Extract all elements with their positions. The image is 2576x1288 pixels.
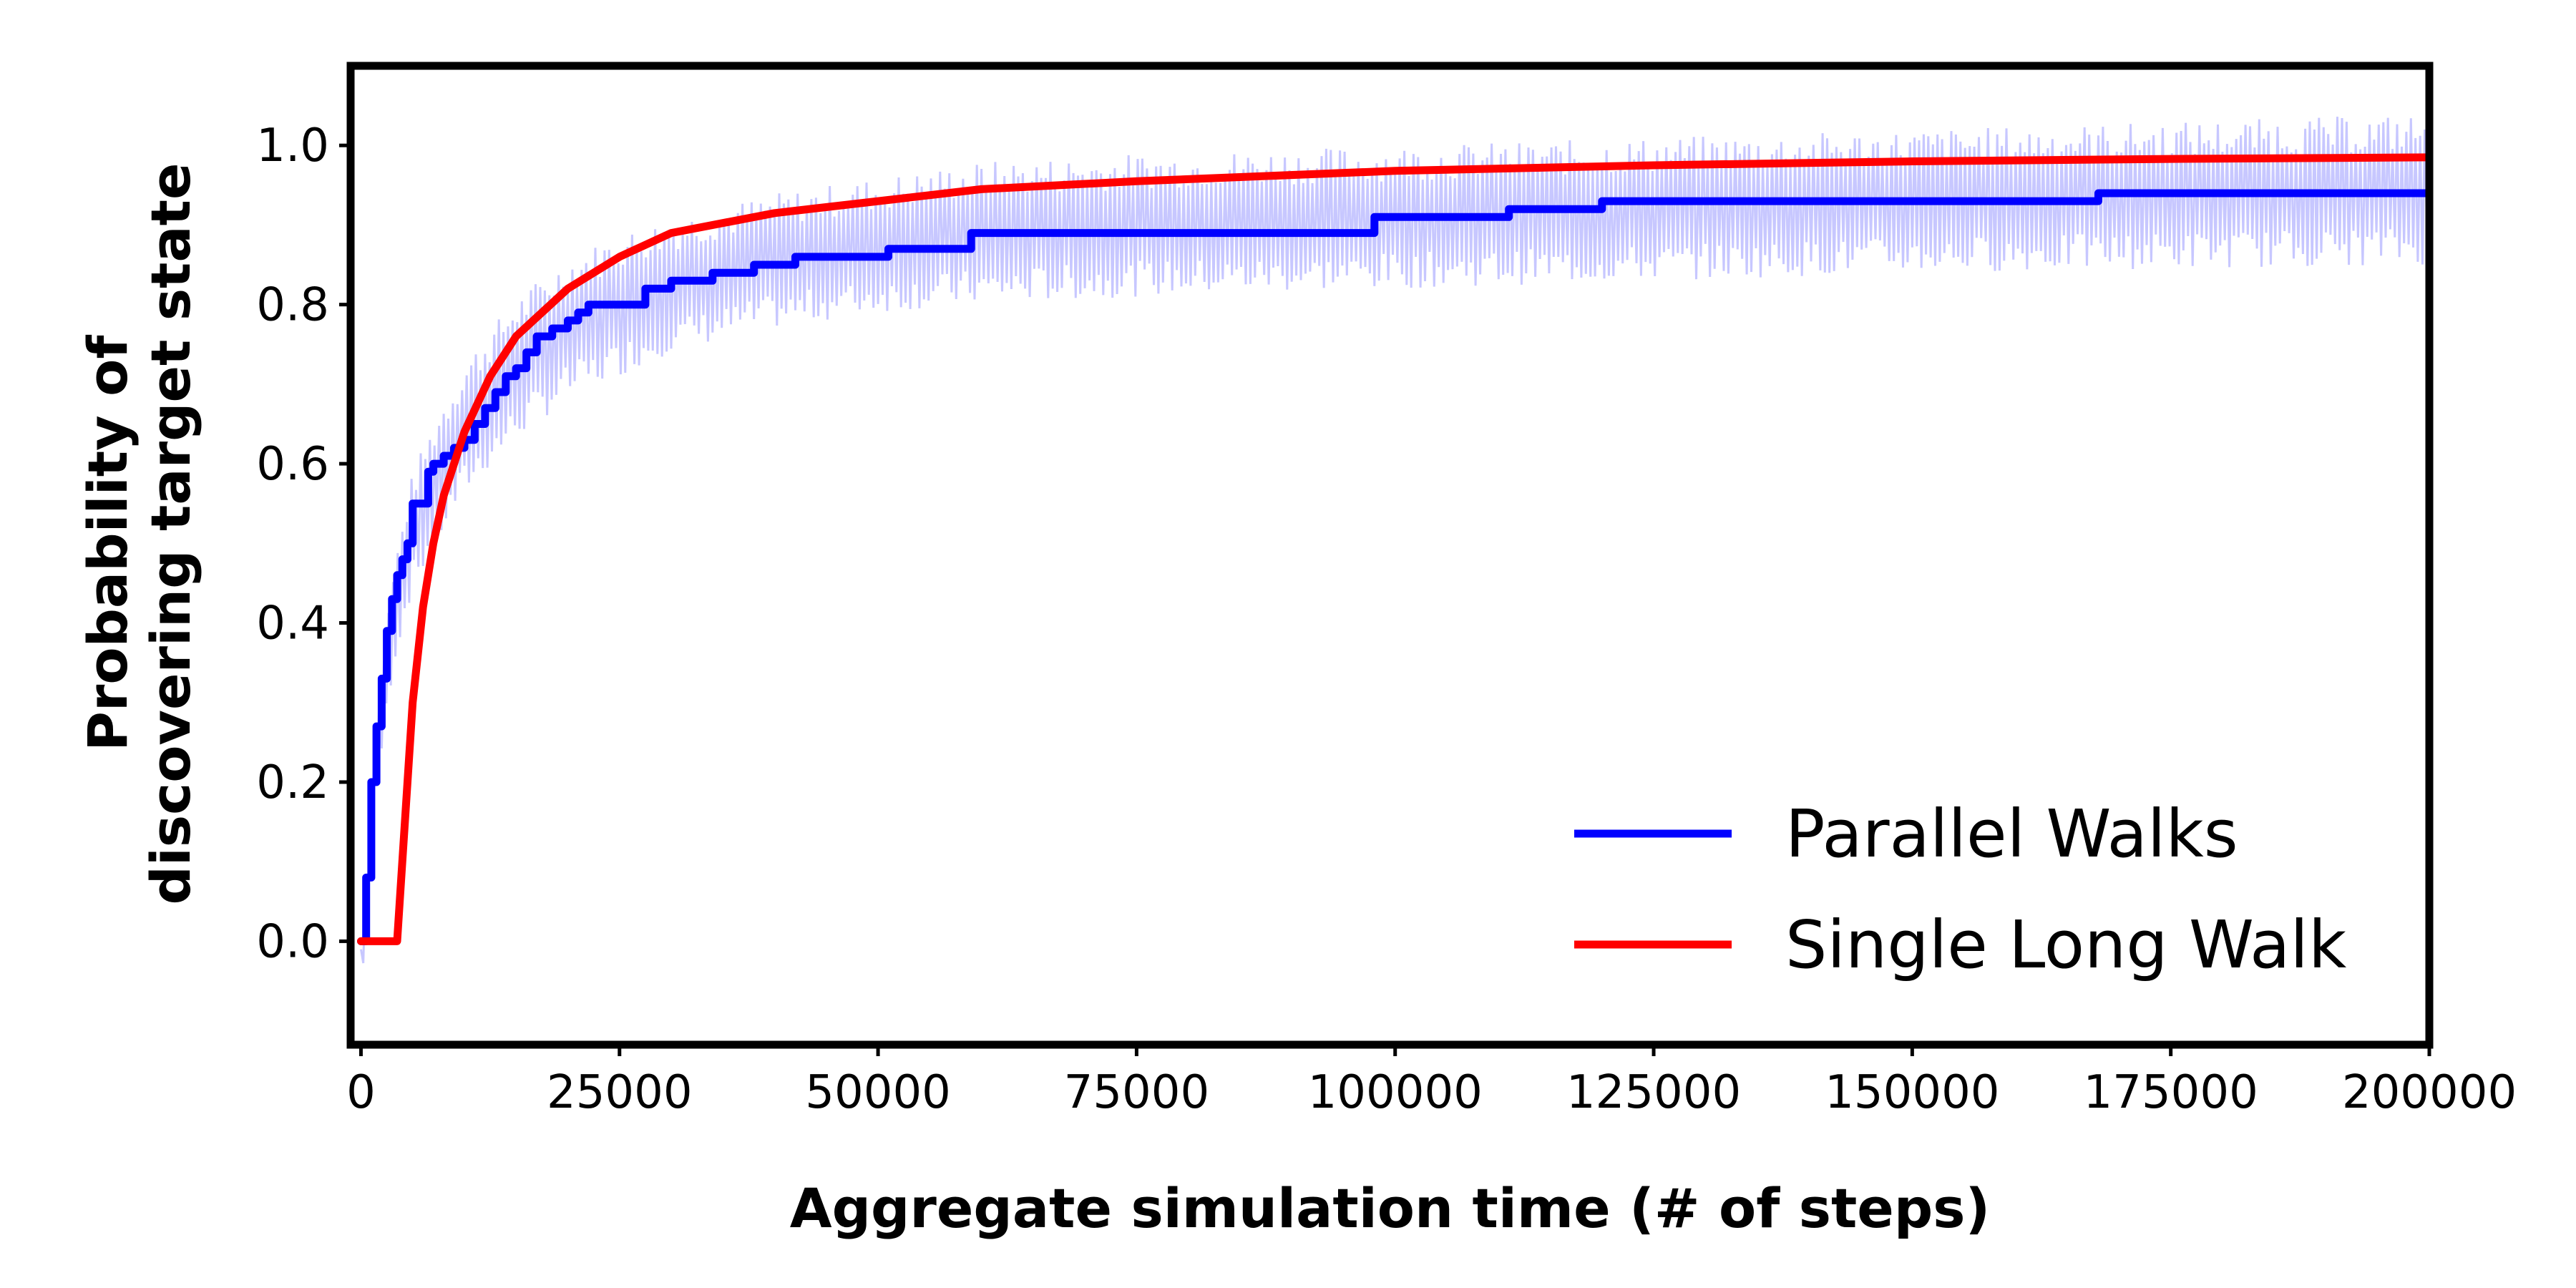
series-line-0 xyxy=(357,189,2429,945)
legend-label-0: Parallel Walks xyxy=(1785,796,2238,872)
x-tick-label: 50000 xyxy=(805,1066,951,1119)
legend-label-1: Single Long Walk xyxy=(1785,907,2347,983)
y-tick-label: 0.4 xyxy=(256,597,329,650)
y-axis-title-line-1: Probability of xyxy=(76,335,140,751)
y-tick-label: 0.2 xyxy=(256,756,329,809)
x-tick-label: 0 xyxy=(346,1066,376,1119)
x-tick-label: 125000 xyxy=(1566,1066,1741,1119)
y-axis-title-line-2: discovering target state xyxy=(139,162,203,904)
x-tick-label: 200000 xyxy=(2342,1066,2517,1119)
y-tick-label: 0.8 xyxy=(256,279,329,332)
x-tick-label: 75000 xyxy=(1064,1066,1210,1119)
plot-frame xyxy=(346,62,2434,1049)
y-tick-label: 1.0 xyxy=(256,119,329,172)
y-axis-ticks: 0.0 0.2 0.4 0.6 0.8 1.0 xyxy=(256,119,351,968)
x-axis-ticks: 0 25000 50000 75000 100000 125000 150000 175000… xyxy=(346,1045,2517,1119)
series-line-1 xyxy=(357,153,2429,945)
x-tick-label: 175000 xyxy=(2084,1066,2258,1119)
x-tick-label: 25000 xyxy=(547,1066,693,1119)
x-tick-label: 150000 xyxy=(1825,1066,1999,1119)
y-axis-title: Probability of discovering target state xyxy=(76,162,203,904)
series-layer xyxy=(357,153,2429,945)
legend: Parallel Walks Single Long Walk xyxy=(1574,796,2347,983)
y-tick-label: 0.0 xyxy=(256,915,329,968)
x-axis-title: Aggregate simulation time (# of steps) xyxy=(790,1176,1990,1240)
x-tick-label: 100000 xyxy=(1308,1066,1483,1119)
y-tick-label: 0.6 xyxy=(256,438,329,491)
